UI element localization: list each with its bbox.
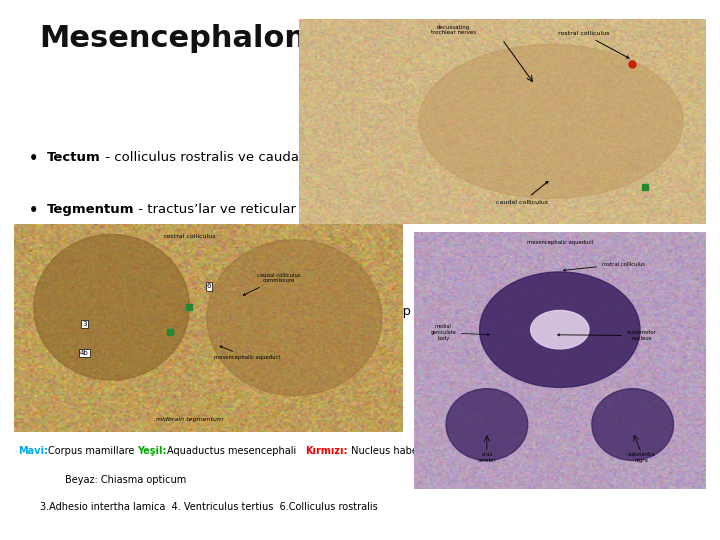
Text: •: • (29, 305, 38, 320)
Text: rostral colliculus: rostral colliculus (163, 234, 215, 240)
Text: – gri tabaka ile çevrilidiр: – gri tabaka ile çevrilidiр (243, 305, 411, 318)
Text: - colliculus rostralis ve caudalis: - colliculus rostralis ve caudalis (101, 151, 313, 164)
Ellipse shape (592, 389, 673, 461)
Text: Corpus mamillare: Corpus mamillare (48, 446, 138, 456)
Text: Nucleus habenulare: Nucleus habenulare (348, 446, 449, 456)
Text: Mesencephalon: Mesencephalon (40, 24, 307, 53)
Text: midbrain tegmentum: midbrain tegmentum (156, 416, 223, 422)
Text: oculomotor
nucleus: oculomotor nucleus (558, 330, 657, 341)
Text: Crus cerebri: Crus cerebri (47, 254, 138, 267)
Text: Kırmızı:: Kırmızı: (305, 446, 348, 456)
Ellipse shape (419, 44, 683, 199)
Text: Tegmentum: Tegmentum (47, 202, 135, 215)
Text: •: • (29, 254, 38, 269)
Text: mesencephalic aqueduct: mesencephalic aqueduct (526, 240, 593, 245)
Ellipse shape (531, 310, 589, 349)
Text: crus
cerebri: crus cerebri (477, 453, 496, 463)
Text: •: • (29, 151, 38, 166)
Text: mesencephalic aqueduct: mesencephalic aqueduct (215, 346, 281, 360)
Text: caudal colliculus: caudal colliculus (497, 181, 549, 205)
Text: Yeşil:: Yeşil: (138, 446, 167, 456)
Text: 4b: 4b (80, 350, 89, 356)
Text: Aquaductus mesencephali: Aquaductus mesencephali (47, 305, 243, 318)
Text: decussating
trochlear nerves: decussating trochlear nerves (431, 24, 476, 35)
Text: Aquaductus mesencephali: Aquaductus mesencephali (167, 446, 305, 456)
Ellipse shape (446, 389, 528, 461)
Ellipse shape (207, 240, 382, 396)
Text: •: • (29, 202, 38, 218)
Text: - tractus’lar ve reticular yapılar: - tractus’lar ve reticular yapılar (135, 202, 346, 215)
Ellipse shape (34, 234, 189, 380)
Text: Tectum: Tectum (47, 151, 101, 164)
Text: substantia
nigra: substantia nigra (628, 453, 655, 463)
Text: rostral colliculus: rostral colliculus (564, 261, 646, 271)
Text: Beyaz: Chiasma opticum: Beyaz: Chiasma opticum (65, 475, 186, 485)
Text: rostral colliculus: rostral colliculus (558, 31, 629, 58)
Text: 3: 3 (82, 321, 86, 327)
Text: (orta beyin): (orta beyin) (307, 24, 505, 53)
Text: medial
geniculate
body: medial geniculate body (431, 325, 489, 341)
Text: 3.Adhesio intertha lamica  4. Ventriculus tertius  6.Colliculus rostralis: 3.Adhesio intertha lamica 4. Ventriculus… (40, 502, 377, 512)
Text: -beynin ventralindeki s.alba yollar: -beynin ventralindeki s.alba yollar (138, 254, 370, 267)
Text: 6: 6 (207, 284, 211, 289)
Ellipse shape (480, 272, 640, 387)
Text: caudal colliculus
commissure: caudal colliculus commissure (243, 273, 300, 295)
Text: Mavi:: Mavi: (18, 446, 48, 456)
